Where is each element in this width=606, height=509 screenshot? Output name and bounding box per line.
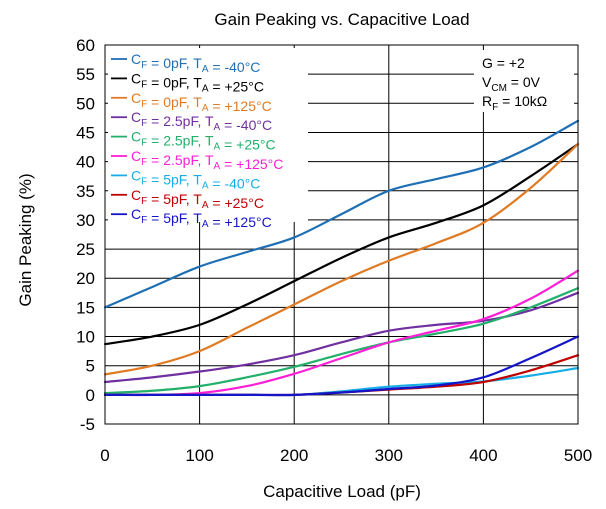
y-tick-label: 15	[76, 298, 95, 317]
legend-entry: CF = 5pF, TA = +25°C	[131, 187, 264, 211]
legend-entry: CF = 5pF, TA = -40°C	[131, 167, 260, 191]
legend-entry: CF = 0pF, TA = +125°C	[131, 90, 272, 114]
legend-entry: CF = 2.5pF, TA = +25°C	[131, 129, 276, 153]
y-tick-label: 40	[76, 153, 95, 172]
series-line	[103, 335, 580, 397]
y-tick-label: 35	[76, 182, 95, 201]
y-tick-label: 55	[76, 65, 95, 84]
series-line	[103, 287, 580, 395]
y-tick-label: 25	[76, 240, 95, 259]
y-tick-label: 30	[76, 211, 95, 230]
plot-frame	[104, 44, 579, 425]
x-tick-label: 100	[185, 446, 213, 465]
series-line	[103, 143, 580, 346]
x-axis-title: Capacitive Load (pF)	[263, 482, 421, 501]
y-tick-label: 50	[76, 94, 95, 113]
legend-entry: CF = 2.5pF, TA = -40°C	[131, 109, 272, 133]
y-tick-label: 5	[86, 357, 95, 376]
condition-line: G = +2	[482, 55, 525, 71]
series-line	[103, 119, 580, 309]
y-tick-label: 0	[86, 386, 95, 405]
y-axis-title: Gain Peaking (%)	[16, 173, 35, 306]
legend-entry: CF = 0pF, TA = -40°C	[131, 51, 260, 75]
legend: CF = 0pF, TA = -40°CCF = 0pF, TA = +25°C…	[108, 48, 308, 230]
x-tick-label: 400	[469, 446, 497, 465]
axis-ticks: -5 0 5 10 15 20 25 30 35 40 45 50 55 60 0 100 200 300 400 5…	[76, 36, 592, 465]
condition-line: RF = 10kΩ	[482, 93, 547, 113]
series-line	[103, 143, 580, 376]
y-tick-label: 60	[76, 36, 95, 55]
legend-background	[108, 48, 308, 222]
chart-title: Gain Peaking vs. Capacitive Load	[214, 10, 469, 29]
y-tick-label: 45	[76, 123, 95, 142]
y-tick-label: -5	[80, 415, 95, 434]
x-tick-label: 300	[375, 446, 403, 465]
conditions-background	[474, 50, 574, 112]
legend-entry: CF = 0pF, TA = +25°C	[131, 70, 264, 94]
condition-line: VCM = 0V	[482, 74, 541, 94]
x-tick-label: 500	[564, 446, 592, 465]
y-tick-label: 10	[76, 328, 95, 347]
legend-entry: CF = 5pF, TA = +125°C	[131, 206, 272, 230]
legend-entry: CF = 2.5pF, TA = +125°C	[131, 148, 283, 172]
x-tick-label: 200	[280, 446, 308, 465]
series-lines	[103, 119, 580, 397]
y-tick-label: 20	[76, 269, 95, 288]
x-tick-label: 0	[100, 446, 109, 465]
